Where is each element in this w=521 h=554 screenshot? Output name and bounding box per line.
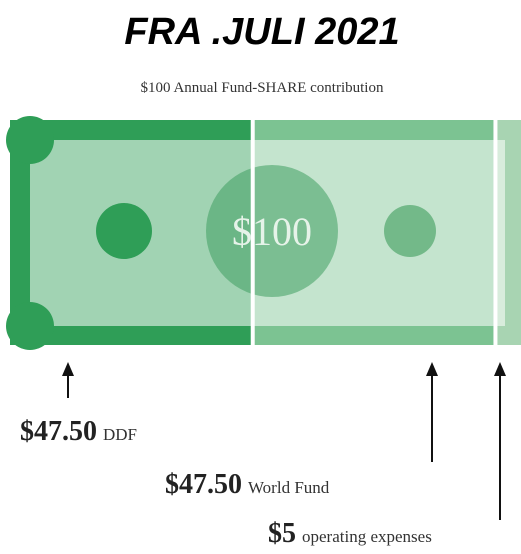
segment-name: World Fund	[248, 478, 330, 497]
segment-amount: $5	[268, 518, 296, 549]
arrow-head	[62, 362, 74, 376]
bill-decoration: $100	[6, 116, 505, 350]
arrow-head	[426, 362, 438, 376]
bill-corner	[6, 116, 54, 164]
bill-label: $100	[232, 209, 312, 254]
bill-corner	[6, 302, 54, 350]
segment-label: $5 operating expenses	[268, 518, 432, 549]
segment-label: $47.50 World Fund	[165, 469, 330, 500]
segment-name: operating expenses	[302, 527, 432, 546]
bill-dot	[384, 205, 436, 257]
subtitle: $100 Annual Fund-SHARE contribution	[141, 80, 384, 96]
bill-dot	[96, 203, 152, 259]
segment-name: DDF	[103, 425, 137, 444]
arrow-head	[494, 362, 506, 376]
segment-label: $47.50 DDF	[20, 416, 137, 447]
segment-amount: $47.50	[20, 416, 97, 447]
title: FRA .JULI 2021	[124, 11, 399, 53]
bill-seal	[206, 165, 338, 297]
segment-amount: $47.50	[165, 469, 242, 500]
